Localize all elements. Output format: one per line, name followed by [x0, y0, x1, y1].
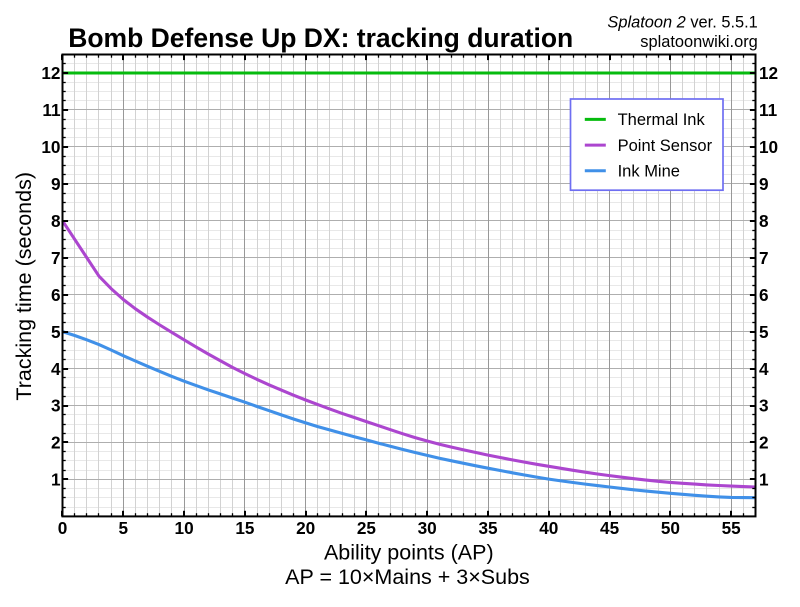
- svg-text:Bomb Defense Up DX: tracking d: Bomb Defense Up DX: tracking duration: [68, 23, 573, 53]
- svg-text:Tracking time (seconds): Tracking time (seconds): [12, 172, 36, 401]
- svg-text:11: 11: [42, 100, 61, 120]
- svg-text:1: 1: [759, 470, 769, 490]
- svg-text:15: 15: [235, 518, 255, 538]
- svg-text:10: 10: [175, 518, 194, 538]
- svg-text:Thermal Ink: Thermal Ink: [618, 111, 706, 129]
- svg-text:40: 40: [539, 518, 558, 538]
- svg-text:30: 30: [418, 518, 437, 538]
- svg-text:Splatoon 2 ver. 5.5.1: Splatoon 2 ver. 5.5.1: [607, 14, 757, 32]
- svg-text:25: 25: [357, 518, 377, 538]
- svg-text:3: 3: [51, 396, 61, 416]
- svg-text:Ability points (AP): Ability points (AP): [324, 540, 494, 564]
- svg-text:20: 20: [296, 518, 315, 538]
- svg-text:2: 2: [759, 433, 769, 453]
- svg-text:12: 12: [41, 63, 60, 83]
- svg-text:7: 7: [51, 248, 61, 268]
- svg-text:35: 35: [478, 518, 498, 538]
- svg-text:AP = 10×Mains + 3×Subs: AP = 10×Mains + 3×Subs: [285, 565, 530, 589]
- svg-text:55: 55: [722, 518, 742, 538]
- svg-text:2: 2: [51, 433, 61, 453]
- svg-text:50: 50: [661, 518, 680, 538]
- svg-text:45: 45: [600, 518, 620, 538]
- svg-text:6: 6: [51, 285, 61, 305]
- svg-text:5: 5: [51, 322, 61, 342]
- svg-text:splatoonwiki.org: splatoonwiki.org: [640, 33, 758, 51]
- svg-text:6: 6: [759, 285, 769, 305]
- svg-text:7: 7: [759, 248, 769, 268]
- svg-text:10: 10: [759, 137, 778, 157]
- svg-text:5: 5: [119, 518, 129, 538]
- svg-text:3: 3: [759, 396, 769, 416]
- svg-text:Ink Mine: Ink Mine: [618, 163, 680, 181]
- svg-text:8: 8: [759, 211, 769, 231]
- svg-text:9: 9: [759, 174, 769, 194]
- svg-text:4: 4: [51, 359, 61, 379]
- svg-text:5: 5: [759, 322, 769, 342]
- svg-text:4: 4: [759, 359, 769, 379]
- svg-text:Point Sensor: Point Sensor: [618, 137, 713, 155]
- svg-text:11: 11: [759, 100, 778, 120]
- svg-text:8: 8: [51, 211, 61, 231]
- svg-text:1: 1: [51, 470, 61, 490]
- svg-text:9: 9: [51, 174, 61, 194]
- svg-text:0: 0: [58, 518, 68, 538]
- svg-text:10: 10: [41, 137, 60, 157]
- svg-text:12: 12: [759, 63, 778, 83]
